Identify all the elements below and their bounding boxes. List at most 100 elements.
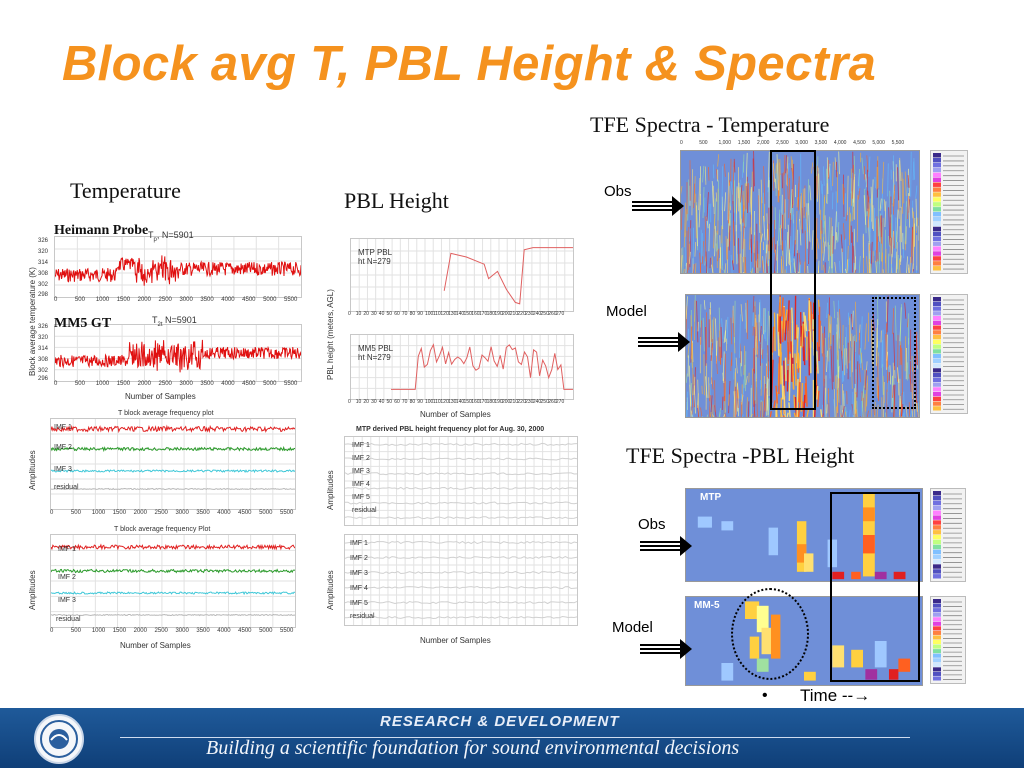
- spectrum-streak: [864, 323, 867, 350]
- pbl-imf-top-list: IMF 1 IMF 2 IMF 3 IMF 4 IMF 5 residual: [352, 442, 377, 514]
- series-line: [345, 555, 577, 559]
- colorbar-swatch: [933, 306, 941, 311]
- spectrum-streak: [794, 295, 797, 340]
- x-tick-label: 5500: [280, 628, 294, 634]
- series-line: [51, 424, 295, 434]
- spectrum-streak: [876, 377, 878, 399]
- spectrum-streak: [856, 195, 859, 243]
- spectrum-streak: [899, 344, 901, 366]
- spectrum-cell: [863, 507, 875, 522]
- spectrum-streak: [731, 260, 735, 270]
- spectrum-streak: [874, 176, 876, 189]
- series-line: [391, 343, 573, 390]
- colorbar-swatch: [933, 621, 941, 626]
- colorbar-swatch: [933, 387, 941, 392]
- spectrum-streak: [850, 212, 852, 222]
- spectrum-streak: [712, 317, 715, 350]
- x-tick-label: 5,000: [872, 140, 885, 146]
- spectrum-streak: [712, 414, 715, 417]
- spectrum-streak: [854, 334, 856, 353]
- spectrum-streak: [694, 176, 696, 203]
- spectrum-cell: [804, 553, 814, 572]
- spectrum-streak: [828, 216, 831, 250]
- spectrum-streak: [854, 269, 857, 273]
- spectrum-streak: [787, 224, 790, 266]
- spectrum-streak: [824, 215, 827, 247]
- x-tick-label: 110: [432, 311, 441, 317]
- spectrum-streak: [821, 325, 823, 354]
- x-tick-label: 160: [471, 399, 480, 405]
- spectrum-streak: [866, 361, 868, 372]
- pbl-obs-plot: [350, 238, 574, 312]
- freq-temp-top-title: T block average frequency plot: [118, 410, 214, 417]
- spectrum-streak: [821, 413, 824, 417]
- spectrum-streak: [858, 188, 861, 200]
- colorbar-swatch: [933, 344, 941, 349]
- imf-bot-1: IMF 1: [58, 546, 76, 553]
- spectrum-streak: [911, 207, 914, 219]
- spectrum-streak: [718, 408, 721, 417]
- temp-top-n: Tp, N=5901: [148, 230, 194, 243]
- colorbar-swatch: [933, 535, 941, 540]
- arrow-model-pbl-icon: [640, 639, 692, 659]
- colorbar-swatch: [933, 520, 941, 525]
- spectrum-streak: [688, 365, 692, 407]
- spectrum-streak: [708, 395, 711, 417]
- spectrum-streak: [890, 263, 893, 273]
- colorbar-swatch: [933, 216, 941, 222]
- spectrum-streak: [855, 301, 857, 343]
- spectrum-streak: [818, 167, 821, 215]
- x-tick-label: 50: [386, 399, 393, 405]
- x-tick-label: 4000: [217, 628, 231, 634]
- spectrum-streak: [696, 300, 699, 343]
- colorbar-swatch: [933, 667, 941, 672]
- spectrum-streak: [739, 343, 742, 364]
- colorbar-swatch: [933, 505, 941, 511]
- model-label-pbl: Model: [612, 619, 653, 636]
- x-tick-label: 500: [70, 510, 81, 516]
- spectrum-streak: [806, 409, 810, 417]
- spectrum-streak: [823, 332, 825, 346]
- x-tick-label: 170: [478, 311, 488, 317]
- spectrum-streak: [772, 326, 775, 353]
- x-tick-label: 120: [440, 311, 449, 317]
- x-tick-label: 2000: [133, 510, 147, 516]
- spectrum-streak: [718, 307, 721, 347]
- spectrum-streak: [740, 304, 743, 322]
- spectrum-streak: [735, 186, 738, 232]
- spectrum-streak: [808, 331, 810, 376]
- x-tick-label: 240: [532, 311, 542, 317]
- spectrum-streak: [915, 396, 918, 412]
- spectrum-streak: [797, 271, 800, 273]
- spectrum-streak: [789, 213, 791, 249]
- spectrum-streak: [875, 327, 878, 367]
- spectrum-streak: [763, 215, 766, 241]
- spectrum-streak: [708, 166, 710, 181]
- series-line: [345, 540, 577, 545]
- spectrum-streak: [725, 236, 728, 261]
- spectrum-streak: [752, 296, 755, 313]
- colorbar-swatch: [933, 653, 941, 658]
- colorbar-swatch: [933, 662, 941, 667]
- colorbar-swatch: [933, 539, 941, 545]
- temp-bot-yticks: 326 320 314 308 302 296: [38, 324, 49, 382]
- spectrum-streak: [828, 315, 831, 338]
- colorbar-swatch: [933, 630, 941, 635]
- spectrum-streak: [799, 262, 801, 273]
- spectrum-streak: [794, 353, 797, 386]
- spectrum-streak: [724, 319, 727, 343]
- x-tick-label: 5000: [259, 628, 273, 634]
- spectrum-streak: [843, 174, 845, 217]
- spectrum-streak: [907, 195, 909, 220]
- x-tick-label: 5000: [263, 297, 277, 303]
- spectrum-streak: [696, 393, 699, 409]
- x-tick-label: 130: [448, 399, 457, 405]
- x-tick-label: 3000: [175, 628, 189, 634]
- spectrum-streak: [790, 341, 793, 382]
- spectrum-streak: [837, 222, 840, 242]
- spectrum-streak: [724, 353, 726, 402]
- spectrum-streak: [852, 164, 854, 199]
- spectrum-streak: [897, 367, 900, 383]
- x-tick-label: 0: [50, 628, 54, 634]
- spectrum-streak: [719, 235, 722, 269]
